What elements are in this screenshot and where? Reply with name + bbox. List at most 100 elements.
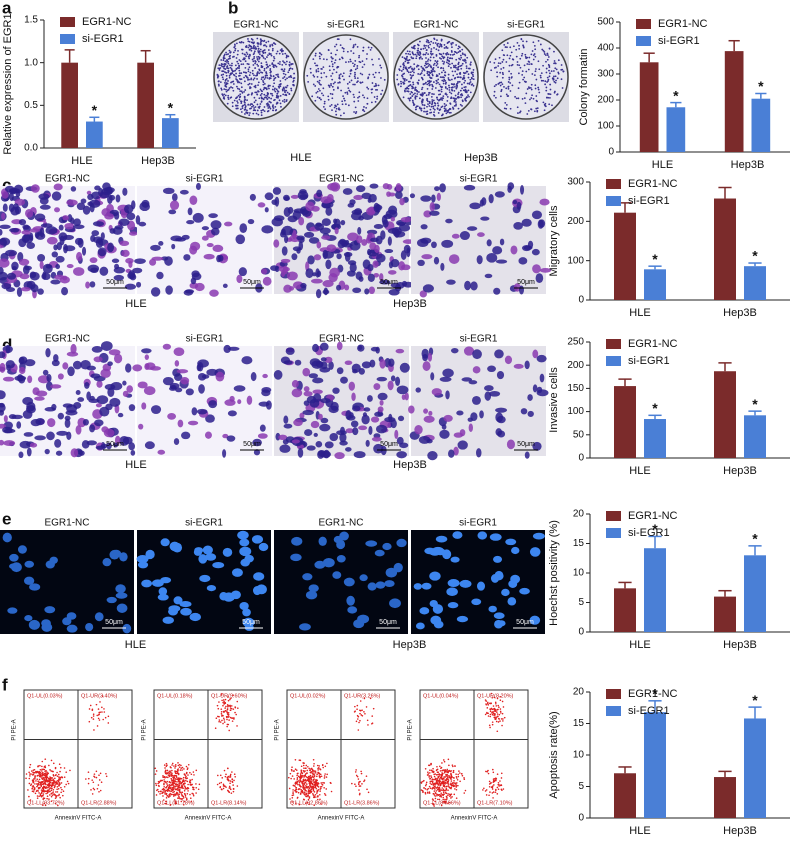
- event: [195, 792, 197, 794]
- colony: [227, 61, 229, 63]
- event: [359, 793, 361, 795]
- colony: [452, 108, 454, 110]
- image-column-label: EGR1-NC: [45, 334, 90, 345]
- colony: [284, 88, 286, 90]
- colony: [284, 99, 286, 101]
- cell: [279, 445, 290, 453]
- event: [164, 789, 166, 791]
- colony: [450, 93, 452, 95]
- colony: [553, 76, 555, 78]
- nucleus: [237, 531, 249, 540]
- nucleus: [116, 592, 128, 598]
- colony: [223, 88, 225, 90]
- nucleus: [172, 543, 182, 553]
- event: [32, 782, 34, 784]
- cell: [92, 346, 103, 353]
- colony: [433, 64, 435, 66]
- colony: [425, 57, 427, 59]
- cell: [485, 274, 493, 278]
- colony: [455, 95, 457, 97]
- event: [96, 704, 98, 706]
- error-bar: [755, 94, 766, 99]
- cell: [107, 387, 114, 397]
- cell: [368, 426, 372, 435]
- colony: [218, 85, 220, 87]
- cell: [40, 205, 51, 210]
- event: [103, 708, 105, 710]
- colony: [450, 42, 452, 44]
- colony: [408, 59, 410, 61]
- event: [170, 786, 172, 788]
- cell: [333, 218, 337, 223]
- colony: [319, 56, 321, 58]
- event: [100, 773, 102, 775]
- event: [169, 784, 171, 786]
- cell: [320, 451, 331, 458]
- event: [59, 782, 61, 784]
- colony: [554, 67, 556, 69]
- cell: [2, 427, 13, 434]
- colony: [554, 60, 556, 62]
- event: [230, 789, 232, 791]
- colony: [329, 69, 331, 71]
- colony: [242, 63, 244, 65]
- colony: [528, 110, 530, 112]
- cell: [378, 393, 388, 400]
- event: [296, 789, 298, 791]
- colony: [458, 96, 460, 98]
- colony: [433, 100, 435, 102]
- nucleus: [429, 548, 441, 556]
- event: [187, 767, 189, 769]
- event: [309, 783, 311, 785]
- cell: [87, 366, 96, 371]
- colony: [239, 99, 241, 101]
- colony: [516, 56, 518, 58]
- colony: [547, 97, 549, 99]
- colony: [406, 79, 408, 81]
- colony: [443, 53, 445, 55]
- event: [36, 786, 38, 788]
- colony: [366, 87, 368, 89]
- colony: [248, 68, 250, 70]
- colony: [380, 93, 382, 95]
- event: [189, 772, 191, 774]
- bar: [744, 415, 766, 458]
- colony: [464, 90, 466, 92]
- cell: [180, 190, 189, 195]
- event: [316, 792, 318, 794]
- cell: [442, 369, 453, 378]
- event: [176, 776, 178, 778]
- colony: [563, 70, 565, 72]
- colony: [494, 85, 496, 87]
- colony: [266, 73, 268, 75]
- cell: [370, 238, 379, 242]
- cell: [94, 419, 103, 426]
- event: [358, 784, 360, 786]
- cell: [431, 194, 436, 202]
- colony: [273, 107, 275, 109]
- cell: [145, 441, 155, 449]
- colony: [549, 97, 551, 99]
- event: [37, 766, 39, 768]
- cell: [494, 349, 504, 358]
- colony: [445, 92, 447, 94]
- event: [231, 708, 233, 710]
- event: [97, 788, 99, 790]
- colony: [275, 109, 277, 111]
- colony: [506, 46, 508, 48]
- colony: [265, 71, 267, 73]
- nucleus: [29, 620, 40, 630]
- colony: [495, 84, 497, 86]
- event: [26, 773, 28, 775]
- colony: [396, 74, 398, 76]
- event: [306, 770, 308, 772]
- colony: [232, 56, 234, 58]
- colony: [372, 74, 374, 76]
- cell: [480, 217, 489, 221]
- colony: [438, 100, 440, 102]
- cell: [46, 226, 58, 234]
- event: [94, 773, 96, 775]
- event: [180, 769, 182, 771]
- event: [31, 770, 33, 772]
- colony: [247, 38, 249, 40]
